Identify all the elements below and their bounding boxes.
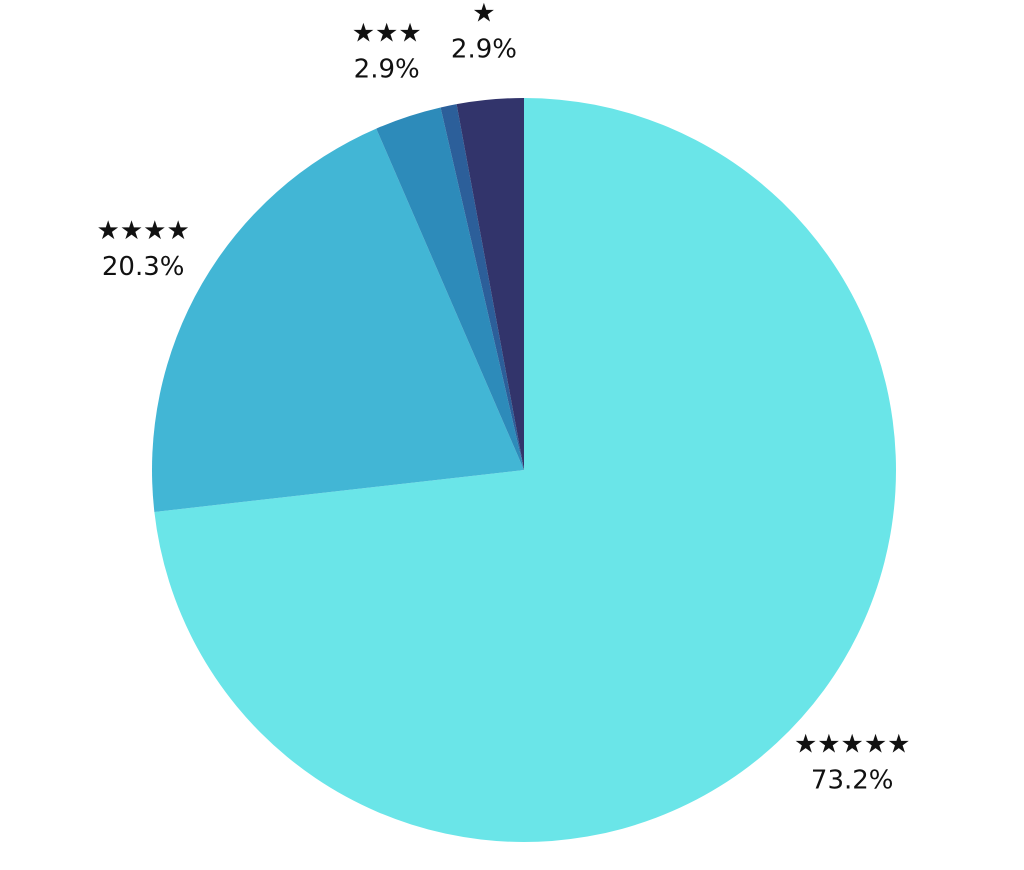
- slice-category-label: ★: [472, 0, 495, 28]
- slice-value-label: 2.9%: [451, 34, 517, 64]
- pie-slice: [376, 107, 524, 470]
- slice-value-label: 20.3%: [102, 252, 185, 282]
- pie-slice: [151, 128, 524, 512]
- slice-category-label: ★★★★★: [794, 730, 911, 760]
- slice-value-label: 2.9%: [354, 54, 420, 84]
- pie-slice: [154, 98, 896, 842]
- pie-slice: [456, 98, 524, 470]
- slice-category-label: ★★★: [352, 18, 422, 48]
- slice-category-label: ★★★★: [97, 216, 190, 246]
- pie-slice: [440, 104, 524, 470]
- slice-value-label: 73.2%: [811, 766, 894, 796]
